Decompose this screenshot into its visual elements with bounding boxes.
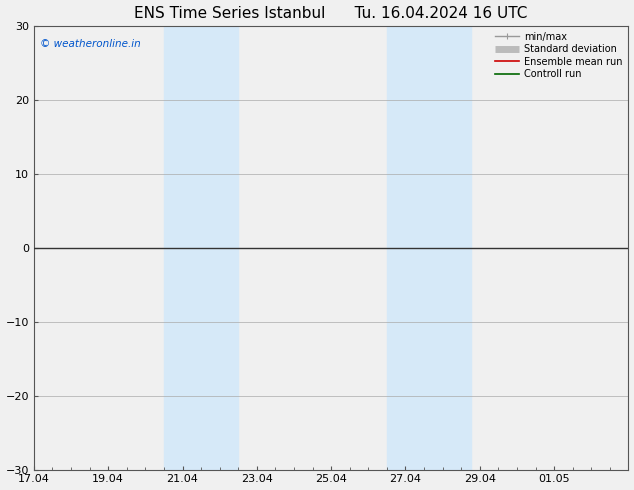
Bar bbox=[192, 26, 238, 469]
Text: © weatheronline.in: © weatheronline.in bbox=[40, 39, 141, 49]
Bar bbox=[387, 26, 424, 469]
Bar bbox=[424, 26, 470, 469]
Legend: min/max, Standard deviation, Ensemble mean run, Controll run: min/max, Standard deviation, Ensemble me… bbox=[491, 28, 626, 83]
Title: ENS Time Series Istanbul      Tu. 16.04.2024 16 UTC: ENS Time Series Istanbul Tu. 16.04.2024 … bbox=[134, 5, 528, 21]
Bar bbox=[164, 26, 192, 469]
